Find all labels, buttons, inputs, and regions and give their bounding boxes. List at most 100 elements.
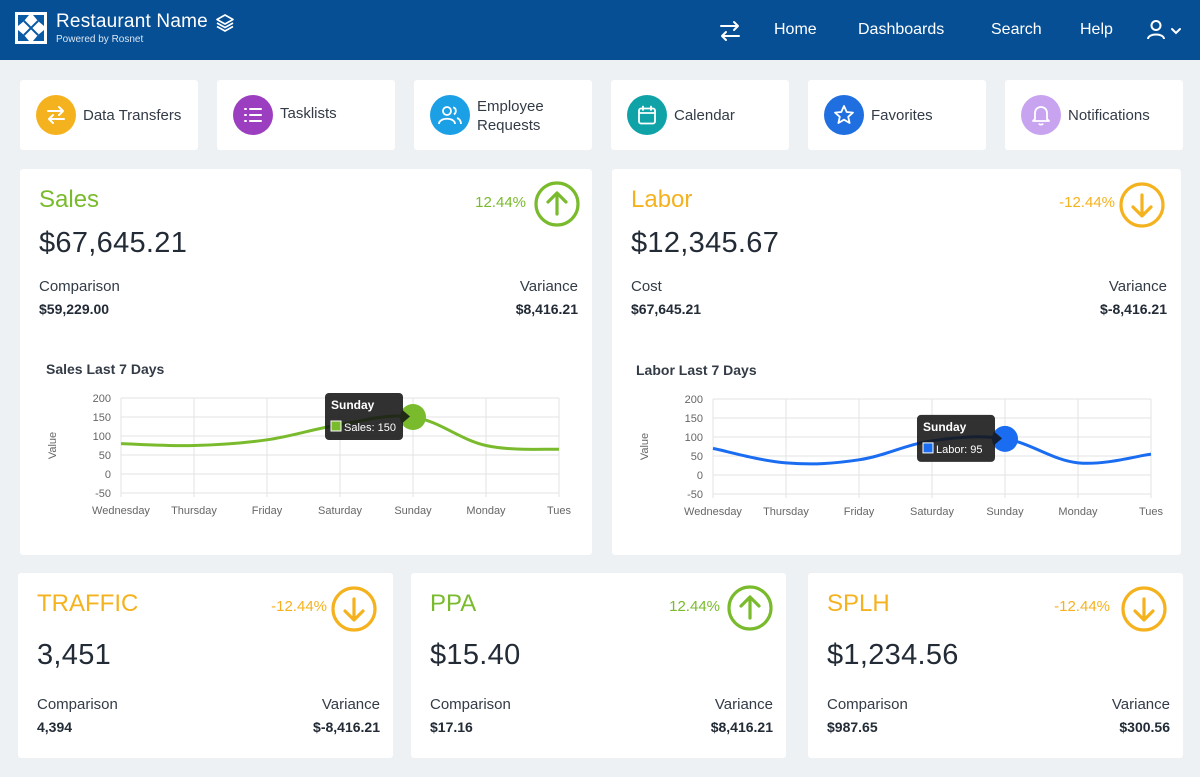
comparison-value: $17.16 bbox=[430, 719, 473, 735]
card-title: PPA bbox=[430, 590, 477, 617]
variance-label: Variance bbox=[714, 696, 773, 713]
sales-card: Sales 12.44% $67,645.21 Comparison $59,2… bbox=[20, 169, 592, 555]
tooltip-caret bbox=[995, 432, 1002, 445]
nav-help[interactable]: Help bbox=[1080, 21, 1113, 38]
tile-notifications[interactable]: Notifications bbox=[1005, 80, 1183, 150]
x-tick-label: Friday bbox=[252, 505, 283, 517]
tooltip-text: Sales: 150 bbox=[344, 422, 396, 434]
cost-value: $67,645.21 bbox=[631, 301, 702, 317]
comparison-value: $59,229.00 bbox=[39, 301, 110, 317]
data-point bbox=[400, 404, 426, 430]
cost-label: Cost bbox=[631, 278, 662, 295]
comparison-value: 4,394 bbox=[37, 719, 73, 735]
rosnet-logo[interactable] bbox=[15, 12, 47, 44]
x-tick-label: Saturday bbox=[318, 505, 363, 517]
transfer-arrows-icon[interactable] bbox=[718, 20, 742, 42]
tile-label: Employee Requests bbox=[477, 98, 544, 134]
tooltip-box bbox=[325, 393, 403, 440]
top-bar: Restaurant Name Powered by Rosnet Home D… bbox=[0, 0, 1200, 60]
comparison-label: Comparison bbox=[827, 696, 908, 713]
card-value: $15.40 bbox=[430, 639, 521, 671]
variance-value: $8,416.21 bbox=[710, 719, 773, 735]
variance-label: Variance bbox=[1111, 696, 1170, 713]
bell-icon bbox=[1021, 95, 1061, 135]
card-title: TRAFFIC bbox=[37, 590, 139, 617]
x-tick-label: Monday bbox=[1058, 506, 1098, 518]
transfer-icon bbox=[36, 95, 76, 135]
card-value: $67,645.21 bbox=[39, 227, 188, 259]
trend-percent: 12.44% bbox=[669, 598, 720, 615]
tile-label: Data Transfers bbox=[83, 107, 182, 124]
comparison-label: Comparison bbox=[430, 696, 511, 713]
tile-label: Tasklists bbox=[280, 105, 337, 122]
nav-home[interactable]: Home bbox=[774, 21, 817, 38]
y-tick-label: 150 bbox=[93, 412, 111, 424]
labor-card: Labor -12.44% $12,345.67 Cost $67,645.21… bbox=[612, 169, 1181, 555]
y-tick-label: -50 bbox=[687, 489, 703, 501]
nav-search[interactable]: Search bbox=[991, 21, 1042, 38]
tooltip-swatch bbox=[922, 442, 934, 454]
card-value: 3,451 bbox=[37, 639, 112, 671]
tooltip-swatch bbox=[330, 420, 342, 432]
x-tick-label: Sunday bbox=[986, 506, 1024, 518]
tile-tasklists[interactable]: Tasklists bbox=[217, 80, 395, 150]
y-tick-label: 100 bbox=[685, 432, 703, 444]
tile-label: Calendar bbox=[674, 107, 735, 124]
chart-title: Sales Last 7 Days bbox=[46, 361, 165, 377]
trend-percent: -12.44% bbox=[1054, 598, 1110, 615]
variance-label: Variance bbox=[321, 696, 380, 713]
y-axis-label: Value bbox=[47, 432, 59, 459]
labor-line-chart: 200 150 100 50 0 -50 Wednesday Thursday Friday Sa… bbox=[639, 394, 1164, 518]
layers-icon[interactable] bbox=[215, 13, 235, 33]
x-tick-label: Thursday bbox=[763, 506, 809, 518]
x-tick-label: Wednesday bbox=[92, 505, 150, 517]
tile-employee-requests[interactable]: Employee Requests bbox=[414, 80, 592, 150]
y-tick-label: 50 bbox=[99, 450, 111, 462]
y-tick-label: 0 bbox=[105, 469, 111, 481]
arrow-up-icon bbox=[727, 585, 773, 631]
card-title: Labor bbox=[631, 186, 693, 213]
tile-favorites[interactable]: Favorites bbox=[808, 80, 986, 150]
card-value: $12,345.67 bbox=[631, 227, 780, 259]
calendar-icon bbox=[627, 95, 667, 135]
y-tick-label: 50 bbox=[691, 451, 703, 463]
trend-percent: -12.44% bbox=[1059, 194, 1115, 211]
trend-percent: -12.44% bbox=[271, 598, 327, 615]
comparison-value: $987.65 bbox=[827, 719, 878, 735]
x-tick-label: Wednesday bbox=[684, 506, 742, 518]
user-icon[interactable] bbox=[1146, 19, 1166, 41]
sales-line-chart: 200 150 100 50 0 -50 Wednesday Thursday Friday Sa… bbox=[47, 393, 572, 517]
tile-calendar[interactable]: Calendar bbox=[611, 80, 789, 150]
x-tick-label: Saturday bbox=[910, 506, 955, 518]
variance-value: $-8,416.21 bbox=[1100, 301, 1167, 317]
variance-value: $-8,416.21 bbox=[313, 719, 380, 735]
variance-value: $8,416.21 bbox=[515, 301, 578, 317]
y-tick-label: 200 bbox=[93, 393, 111, 405]
chevron-down-icon[interactable] bbox=[1169, 24, 1183, 38]
list-icon bbox=[233, 95, 273, 135]
y-tick-label: 150 bbox=[685, 413, 703, 425]
powered-by-label: Powered by Rosnet bbox=[56, 34, 144, 45]
arrow-down-icon bbox=[1119, 182, 1165, 228]
nav-dashboards[interactable]: Dashboards bbox=[858, 21, 945, 38]
tooltip-text: Labor: 95 bbox=[936, 444, 982, 456]
x-tick-label: Tues bbox=[1139, 506, 1164, 518]
variance-label: Variance bbox=[519, 278, 578, 295]
variance-value: $300.56 bbox=[1119, 719, 1170, 735]
card-title: SPLH bbox=[827, 590, 890, 617]
y-tick-label: 0 bbox=[697, 470, 703, 482]
splh-card: SPLH -12.44% $1,234.56 Comparison $987.6… bbox=[808, 573, 1183, 758]
y-tick-label: 200 bbox=[685, 394, 703, 406]
users-icon bbox=[430, 95, 470, 135]
tile-label: Notifications bbox=[1068, 107, 1150, 124]
tile-data-transfers[interactable]: Data Transfers bbox=[20, 80, 198, 150]
tile-label: Favorites bbox=[871, 107, 933, 124]
x-tick-label: Friday bbox=[844, 506, 875, 518]
arrow-down-icon bbox=[1121, 586, 1167, 632]
x-tick-label: Monday bbox=[466, 505, 506, 517]
y-tick-label: 100 bbox=[93, 431, 111, 443]
restaurant-name: Restaurant Name bbox=[56, 11, 208, 32]
y-axis-label: Value bbox=[639, 433, 651, 460]
variance-label: Variance bbox=[1108, 278, 1167, 295]
data-point bbox=[992, 425, 1018, 452]
